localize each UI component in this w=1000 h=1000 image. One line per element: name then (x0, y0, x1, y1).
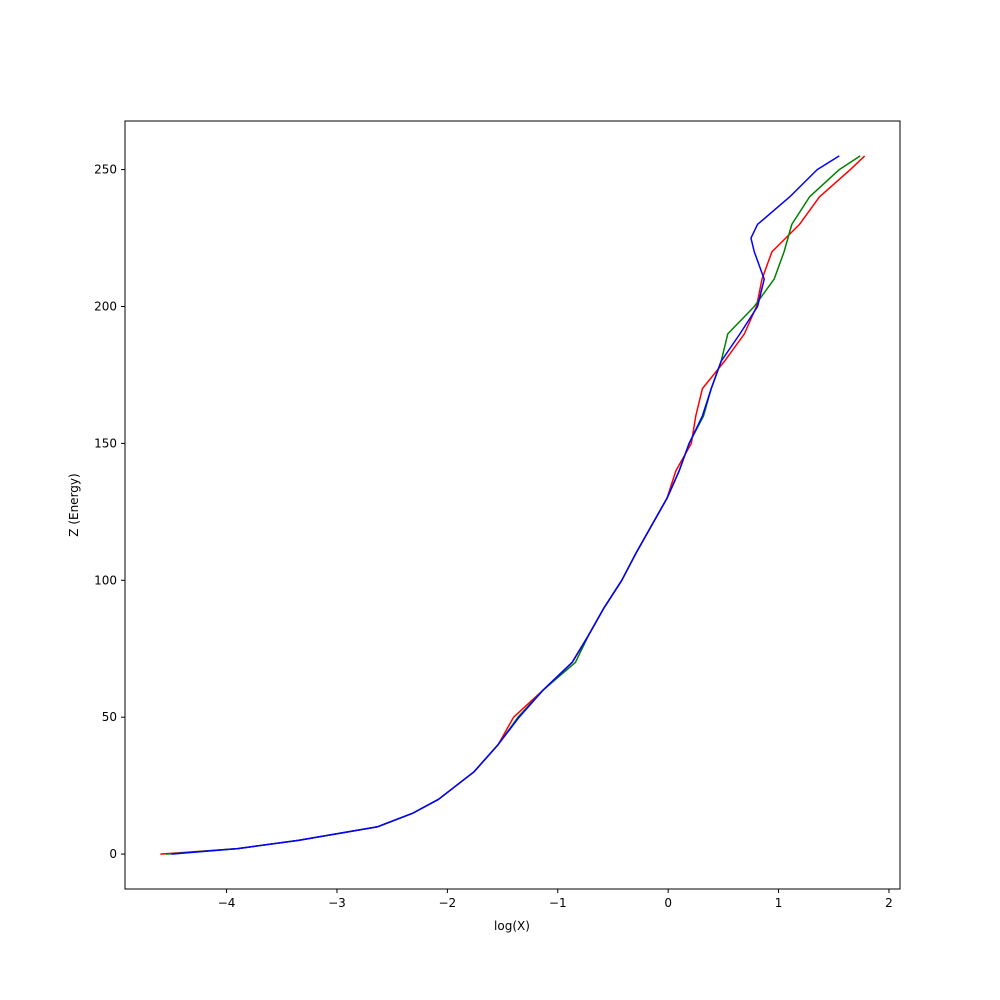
x-tick-label: −4 (218, 896, 236, 910)
x-tick-label: −2 (439, 896, 457, 910)
x-tick-label: −3 (328, 896, 346, 910)
y-tick-label: 0 (109, 847, 117, 861)
x-axis-label: log(X) (494, 919, 530, 933)
y-axis-label: Z (Energy) (67, 473, 81, 536)
x-tick-label: 1 (775, 896, 783, 910)
y-tick-label: 150 (94, 436, 117, 450)
line-series (165, 155, 861, 855)
line-series (160, 155, 866, 855)
x-tick-label: 0 (664, 896, 672, 910)
y-tick-label: 50 (102, 710, 117, 724)
line-series (171, 155, 840, 855)
x-tick-label: −1 (549, 896, 567, 910)
y-tick-label: 200 (94, 299, 117, 313)
y-tick-label: 100 (94, 573, 117, 587)
y-tick-label: 250 (94, 163, 117, 177)
x-tick-label: 2 (885, 896, 893, 910)
plot-frame (124, 120, 901, 890)
